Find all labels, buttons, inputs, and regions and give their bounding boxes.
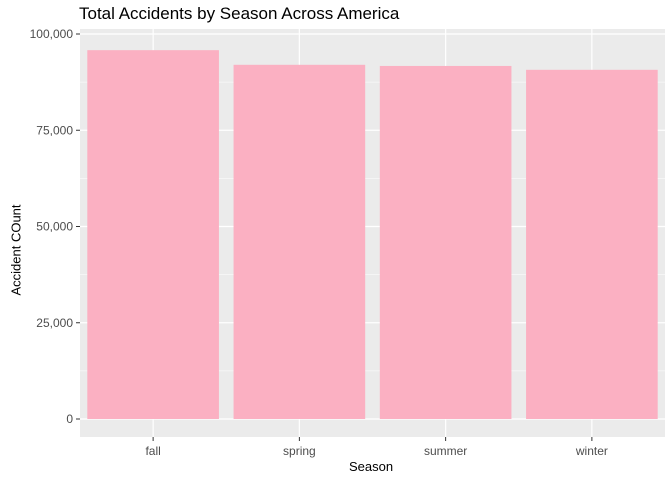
x-tick-label-spring: spring	[283, 444, 316, 458]
x-axis-title: Season	[348, 459, 394, 474]
y-tick-label: 100,000	[30, 27, 74, 41]
y-tick-label: 0	[66, 412, 73, 426]
y-tick-label: 50,000	[36, 220, 73, 234]
y-tick-label: 75,000	[36, 123, 73, 137]
chart-title: Total Accidents by Season Across America	[79, 4, 400, 23]
bar-winter	[526, 69, 658, 420]
bar-spring	[233, 64, 366, 420]
x-tick-label-summer: summer	[424, 444, 467, 458]
y-axis-title: Accident COunt	[8, 204, 24, 296]
x-tick-label-fall: fall	[145, 444, 160, 458]
bar-summer	[379, 65, 512, 419]
y-tick-label: 25,000	[36, 316, 73, 330]
x-tick-label-winter: winter	[575, 444, 608, 458]
bar-fall	[87, 50, 219, 420]
